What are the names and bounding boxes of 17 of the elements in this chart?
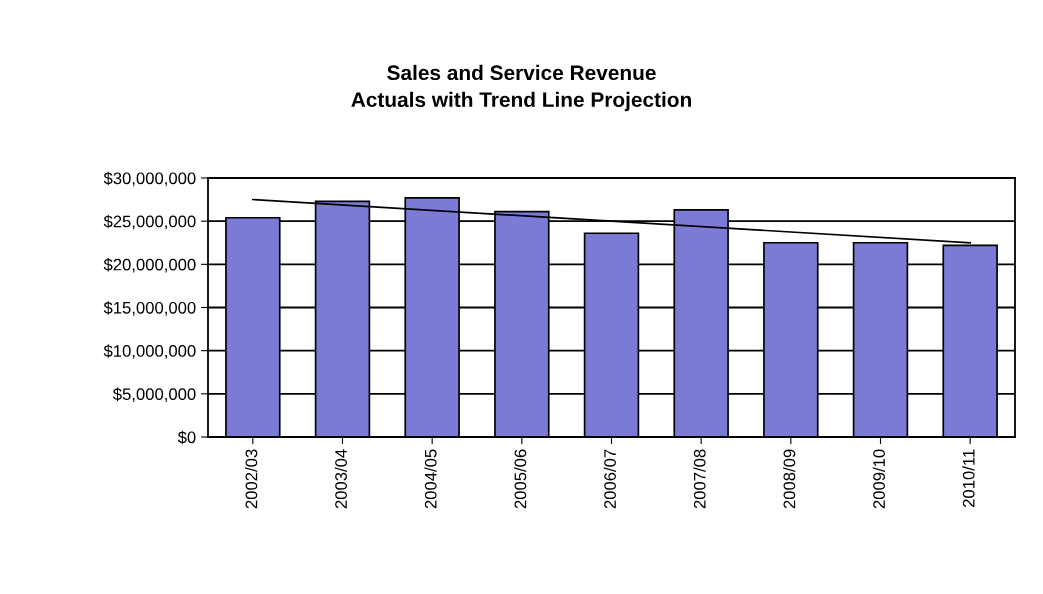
y-tick-label: $25,000,000 (103, 214, 196, 230)
y-tick-label: $0 (177, 430, 196, 445)
x-tick-label: 2002/03 (245, 449, 258, 509)
chart-title: Sales and Service Revenue Actuals with Trend Line Projection (351, 64, 691, 112)
x-tick-label: 2006/07 (603, 449, 616, 509)
x-tick-label: 2005/06 (514, 449, 527, 509)
x-tick-label: 2009/10 (872, 449, 885, 509)
y-tick-label: $10,000,000 (103, 344, 196, 359)
x-tick-label: 2008/09 (783, 449, 796, 509)
y-tick-label: $15,000,000 (103, 301, 196, 316)
x-tick-label: 2010/11 (962, 449, 975, 507)
y-tick-label: $30,000,000 (103, 171, 196, 187)
y-tick-label: $20,000,000 (103, 258, 196, 273)
x-tick-label: 2003/04 (334, 449, 347, 509)
y-tick-label: $5,000,000 (112, 387, 196, 403)
x-tick-label: 2007/08 (693, 449, 706, 509)
x-tick-label: 2004/05 (424, 449, 437, 509)
